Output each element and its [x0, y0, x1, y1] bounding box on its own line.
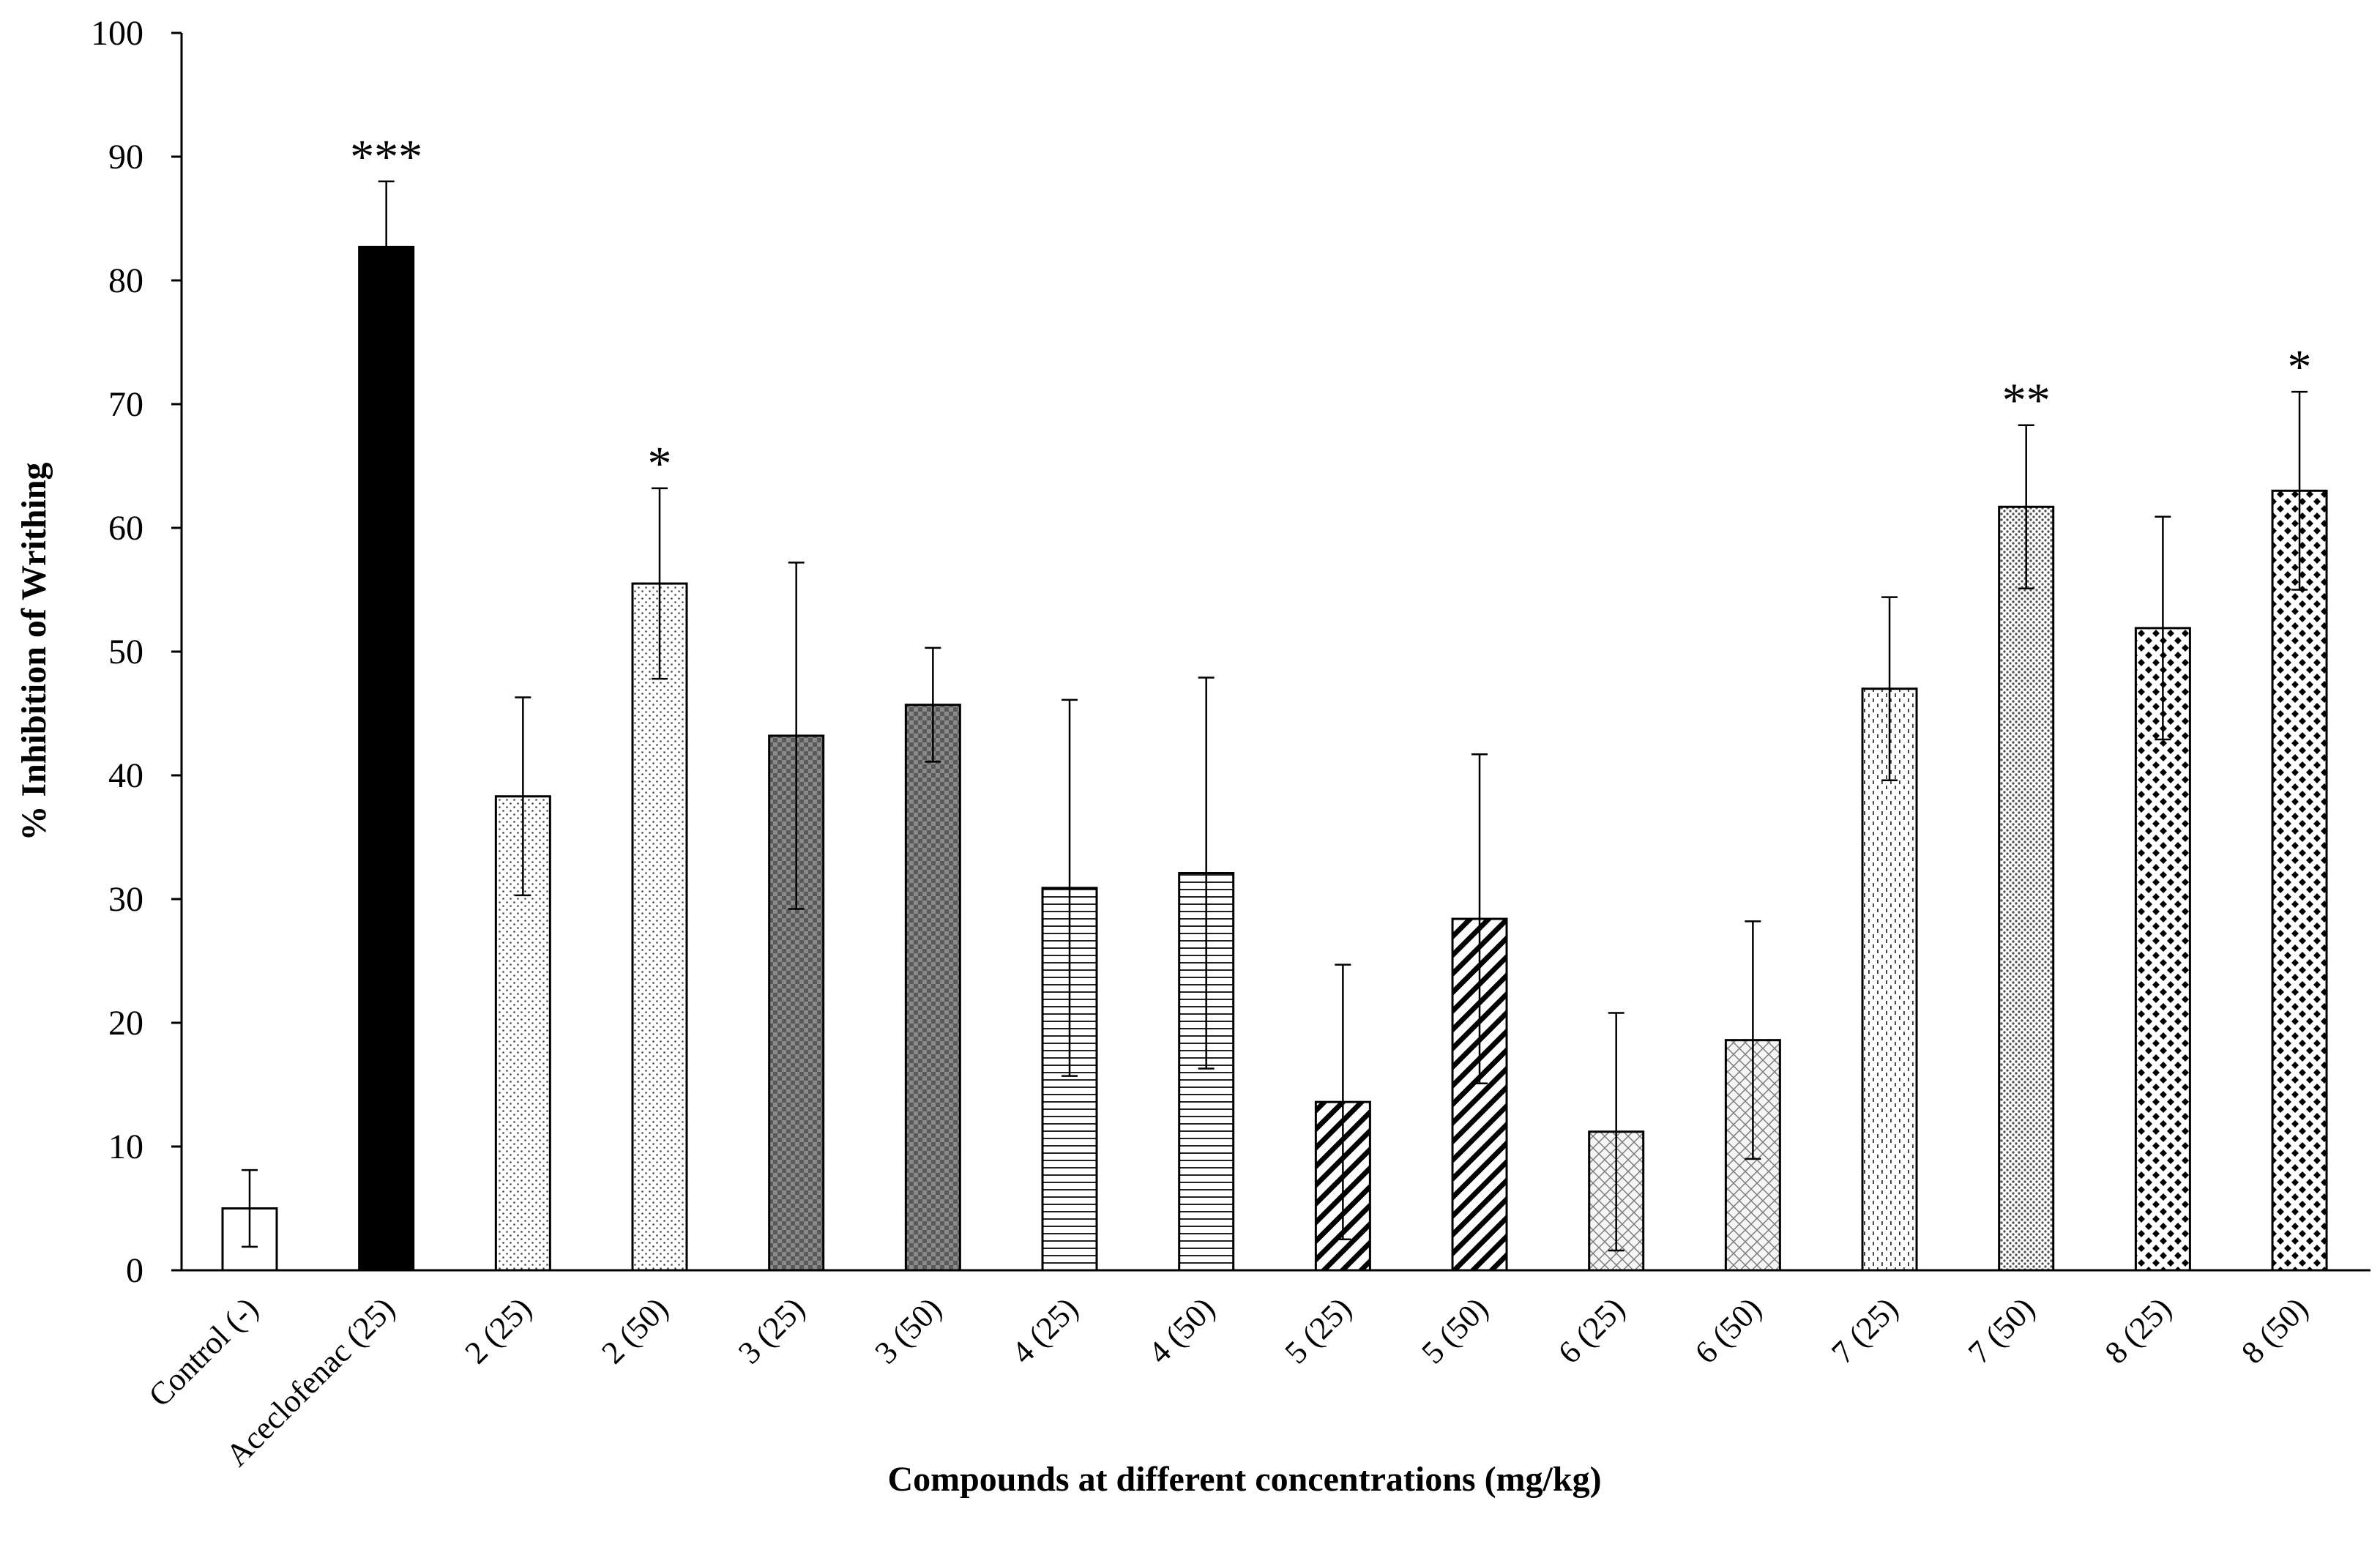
x-tick-label: 3 (25): [731, 1290, 812, 1371]
y-tick-label: 90: [108, 138, 143, 176]
significance-label: *: [648, 437, 672, 491]
y-tick-label: 10: [108, 1128, 143, 1166]
y-tick-label: 60: [108, 509, 143, 548]
x-tick-label: 4 (25): [1004, 1290, 1085, 1371]
bar: [904, 704, 961, 1272]
x-tick-label: 2 (50): [594, 1290, 675, 1371]
x-tick-label: 7 (25): [1824, 1290, 1905, 1371]
error-bars: [242, 180, 2308, 1252]
x-tick-label: 2 (25): [458, 1290, 539, 1371]
x-tick-label: 6 (25): [1551, 1290, 1632, 1371]
bar: [1998, 505, 2055, 1272]
x-tick-label: 8 (50): [2234, 1290, 2315, 1371]
x-tick-label: 7 (50): [1961, 1290, 2042, 1371]
y-tick-label: 50: [108, 633, 143, 671]
y-tick-label: 40: [108, 756, 143, 795]
significance-markers: *******: [350, 130, 2311, 491]
y-ticks: 0 10 20 30 40 50 60 70 80 90 100: [91, 14, 182, 1290]
x-tick-label: 8 (25): [2098, 1290, 2179, 1371]
y-axis-label: % Inhibition of Writhing: [15, 462, 53, 840]
y-tick-label: 30: [108, 880, 143, 919]
y-tick-label: 0: [126, 1251, 143, 1290]
x-tick-label: 5 (50): [1414, 1290, 1495, 1371]
x-tick-label: Control (-): [141, 1290, 265, 1414]
significance-label: *: [2288, 340, 2312, 394]
x-axis-label: Compounds at different concentrations (m…: [887, 1460, 1601, 1499]
bar: [358, 245, 415, 1272]
y-tick-label: 80: [108, 261, 143, 300]
bar: [1861, 687, 1918, 1272]
x-tick-label: 5 (25): [1278, 1290, 1359, 1371]
x-tick-label: 3 (50): [868, 1290, 949, 1371]
bar: [631, 582, 688, 1272]
x-tick-label: 6 (50): [1688, 1290, 1769, 1371]
bar: [1451, 917, 1508, 1272]
y-tick-label: 70: [108, 385, 143, 424]
x-tick-label: 4 (50): [1141, 1290, 1222, 1371]
significance-label: **: [2002, 374, 2051, 428]
y-tick-label: 20: [108, 1004, 143, 1043]
bar: [2271, 489, 2328, 1272]
significance-label: ***: [350, 130, 422, 184]
y-tick-label: 100: [91, 14, 143, 53]
x-tick-labels: Control (-)Aceclofenac (25) 2 (25) 2 (50) 3…: [141, 1290, 2315, 1473]
